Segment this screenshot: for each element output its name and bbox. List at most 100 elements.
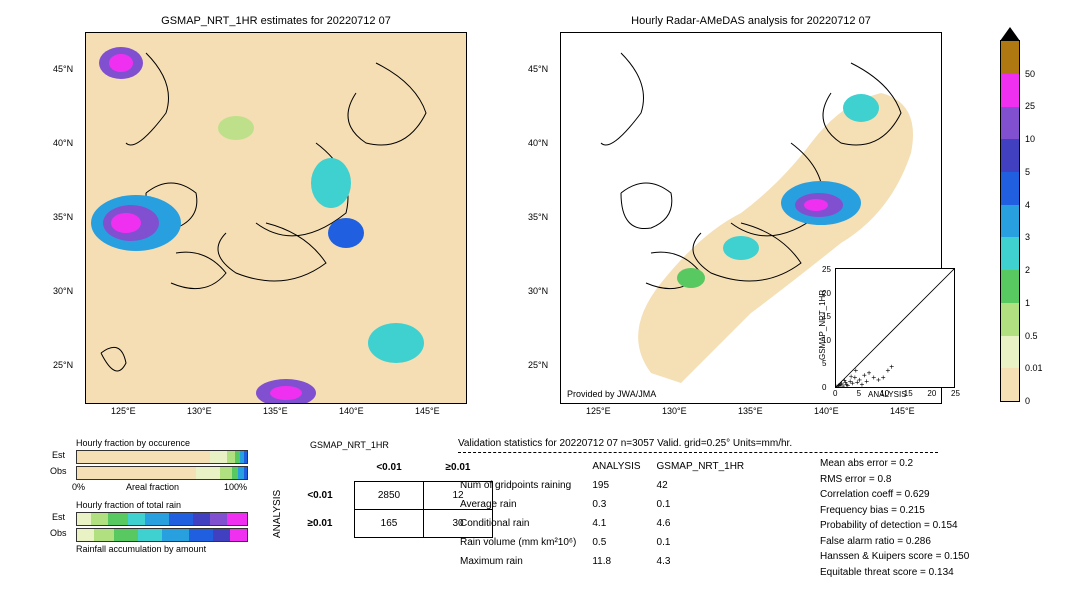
- scatter-inset: 00551010151520202525: [835, 268, 955, 388]
- colorbar-seg: [1001, 368, 1019, 401]
- val-score: Equitable threat score = 0.134: [820, 565, 969, 581]
- occ-title: Hourly fraction by occurence: [76, 438, 190, 448]
- colorbar-tick: 3: [1025, 232, 1030, 242]
- map-ytick: 30°N: [528, 286, 548, 296]
- colorbar-tick: 1: [1025, 298, 1030, 308]
- scatter-xtick: 25: [951, 389, 960, 398]
- colorbar-seg: [1001, 336, 1019, 369]
- val-row-label: Rain volume (mm km²10⁶): [460, 534, 590, 551]
- map-xtick: 140°E: [814, 406, 839, 416]
- accum-title: Rainfall accumulation by amount: [76, 544, 206, 554]
- colorbar-tick: 10: [1025, 134, 1035, 144]
- val-row-b: 4.6: [657, 515, 759, 532]
- map-ytick: 40°N: [53, 138, 73, 148]
- cont-00: 2850: [355, 482, 424, 510]
- colorbar-seg: [1001, 41, 1019, 74]
- map-right-title: Hourly Radar-AMeDAS analysis for 2022071…: [561, 15, 941, 27]
- map-left: GSMAP_NRT_1HR estimates for 20220712 07: [85, 32, 467, 404]
- rain-obs-label: Obs: [50, 528, 67, 538]
- val-score: False alarm ratio = 0.286: [820, 534, 969, 550]
- val-row-a: 195: [592, 477, 654, 494]
- cont-rh-0: <0.01: [286, 482, 355, 510]
- map-left-title: GSMAP_NRT_1HR estimates for 20220712 07: [86, 15, 466, 27]
- val-score: Mean abs error = 0.2: [820, 456, 969, 472]
- scatter-xtick: 5: [857, 389, 861, 398]
- colorbar-tick: 0.5: [1025, 331, 1038, 341]
- scatter-xtick: 0: [833, 389, 837, 398]
- map-ytick: 25°N: [528, 360, 548, 370]
- val-row-b: 4.3: [657, 553, 759, 570]
- map-xtick: 145°E: [415, 406, 440, 416]
- val-row-a: 0.5: [592, 534, 654, 551]
- rain-est-label: Est: [52, 512, 65, 522]
- val-row-label: Average rain: [460, 496, 590, 513]
- colorbar-seg: [1001, 270, 1019, 303]
- val-ch-0: ANALYSIS: [592, 458, 654, 475]
- val-ch-1: GSMAP_NRT_1HR: [657, 458, 759, 475]
- val-row-b: 0.1: [657, 534, 759, 551]
- colorbar: 00.010.512345102550: [1000, 40, 1020, 402]
- cont-10: 165: [355, 510, 424, 538]
- occ-100pct: 100%: [224, 482, 247, 492]
- val-row-a: 0.3: [592, 496, 654, 513]
- occ-est-label: Est: [52, 450, 65, 460]
- colorbar-seg: [1001, 139, 1019, 172]
- map-xtick: 145°E: [890, 406, 915, 416]
- map-xtick: 130°E: [187, 406, 212, 416]
- rain-bar-obs: [76, 528, 248, 542]
- val-scores: Mean abs error = 0.2RMS error = 0.8Corre…: [820, 456, 969, 580]
- map-ytick: 40°N: [528, 138, 548, 148]
- map-ytick: 35°N: [53, 212, 73, 222]
- scatter-ytick: 0: [822, 383, 826, 392]
- cont-rtitle: ANALYSIS: [272, 490, 283, 538]
- map-xtick: 125°E: [111, 406, 136, 416]
- val-row-a: 11.8: [592, 553, 654, 570]
- val-score: Hanssen & Kuipers score = 0.150: [820, 549, 969, 565]
- colorbar-seg: [1001, 74, 1019, 107]
- map-credit: Provided by JWA/JMA: [567, 389, 656, 399]
- occ-0pct: 0%: [72, 482, 85, 492]
- occ-bar-obs: [76, 466, 248, 480]
- val-row-label: Num of gridpoints raining: [460, 477, 590, 494]
- cont-ctitle: GSMAP_NRT_1HR: [310, 440, 389, 450]
- val-row-label: Maximum rain: [460, 553, 590, 570]
- rain-bar-est: [76, 512, 248, 526]
- colorbar-tick: 4: [1025, 200, 1030, 210]
- val-score: Correlation coeff = 0.629: [820, 487, 969, 503]
- colorbar-seg: [1001, 303, 1019, 336]
- scatter-ytick: 25: [822, 265, 831, 274]
- colorbar-seg: [1001, 107, 1019, 140]
- colorbar-tick: 50: [1025, 69, 1035, 79]
- val-row-b: 0.1: [657, 496, 759, 513]
- map-ytick: 35°N: [528, 212, 548, 222]
- occ-obs-label: Obs: [50, 466, 67, 476]
- colorbar-tick: 25: [1025, 101, 1035, 111]
- colorbar-tick: 5: [1025, 167, 1030, 177]
- scatter-svg: [836, 269, 954, 387]
- occ-axlabel: Areal fraction: [126, 482, 179, 492]
- rain-title: Hourly fraction of total rain: [76, 500, 181, 510]
- val-row-label: Conditional rain: [460, 515, 590, 532]
- scatter-xlabel: ANALYSIS: [868, 390, 907, 399]
- scatter-xtick: 20: [927, 389, 936, 398]
- coast-left: [86, 33, 466, 403]
- val-score: Probability of detection = 0.154: [820, 518, 969, 534]
- map-ytick: 45°N: [53, 64, 73, 74]
- map-xtick: 135°E: [263, 406, 288, 416]
- colorbar-tick: 0.01: [1025, 363, 1043, 373]
- colorbar-arrow: [1000, 27, 1020, 41]
- val-row-a: 4.1: [592, 515, 654, 532]
- colorbar-seg: [1001, 172, 1019, 205]
- map-xtick: 125°E: [586, 406, 611, 416]
- colorbar-seg: [1001, 237, 1019, 270]
- val-score: Frequency bias = 0.215: [820, 503, 969, 519]
- map-xtick: 135°E: [738, 406, 763, 416]
- colorbar-tick: 0: [1025, 396, 1030, 406]
- map-xtick: 130°E: [662, 406, 687, 416]
- val-dash: [458, 452, 938, 453]
- colorbar-tick: 2: [1025, 265, 1030, 275]
- map-ytick: 25°N: [53, 360, 73, 370]
- cont-ch-0: <0.01: [355, 454, 424, 482]
- map-xtick: 140°E: [339, 406, 364, 416]
- scatter-ytick: 5: [822, 359, 826, 368]
